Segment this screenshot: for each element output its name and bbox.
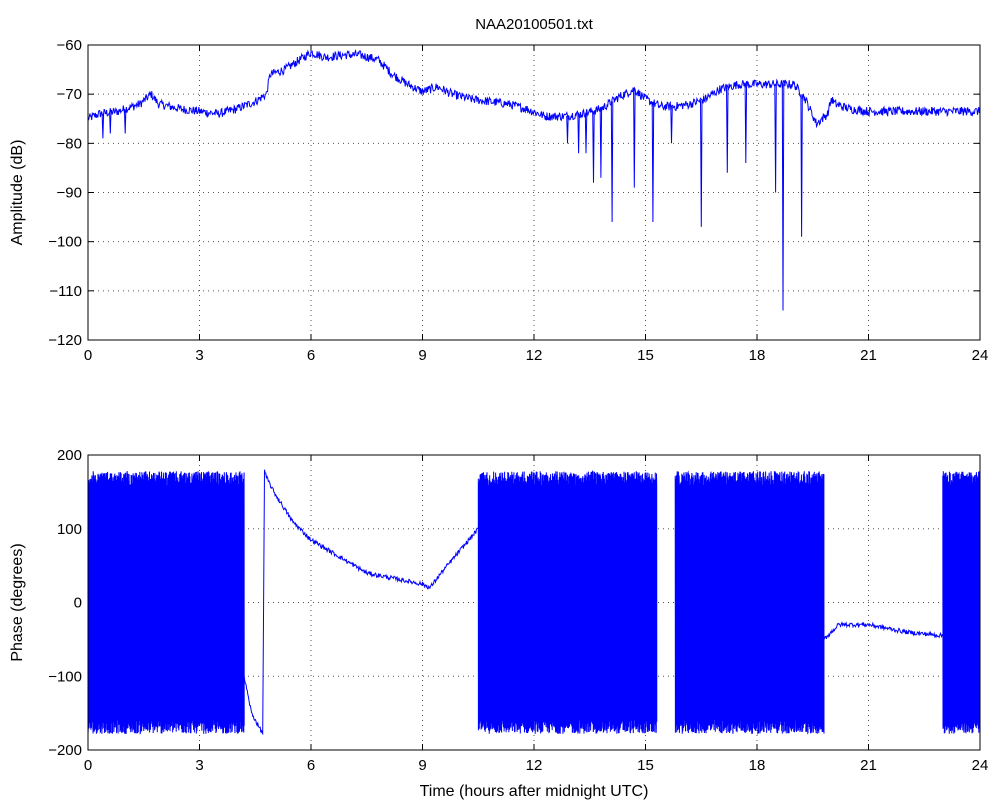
x-tick-label: 24 [972,757,989,774]
phase-wrap-segment [477,469,658,734]
x-tick-label: 12 [526,757,543,774]
y-tick-label: −100 [48,234,82,251]
y-axis-label: Phase (degrees) [9,543,26,661]
amplitude-spike [633,89,636,188]
amplitude-spike [566,115,569,144]
amplitude-spike [101,113,105,139]
x-tick-label: 12 [526,347,543,364]
data-layer [88,469,980,736]
phase-wrap-segment [88,470,245,735]
amplitude-spike [670,106,673,144]
y-tick-label: −200 [48,742,82,759]
x-tick-label: 18 [749,347,766,364]
amplitude-spike [577,114,580,154]
amplitude-spike [651,102,655,223]
axes-frame [87,454,981,751]
amplitude-spike [781,84,785,311]
y-tick-label: −90 [57,185,82,202]
x-tick-label: 0 [84,347,92,364]
y-tick-label: −110 [49,283,82,300]
y-tick-label: 0 [74,595,82,612]
amplitude-spike [610,101,614,223]
series-line [243,469,479,736]
x-tick-label: 6 [307,757,315,774]
amplitude-spike [592,110,595,183]
y-tick-label: 100 [57,521,82,538]
series-line [88,48,980,129]
y-tick-label: −80 [57,135,82,152]
phase-wrap-segment [942,471,980,734]
x-tick-label: 9 [418,347,426,364]
phase-wrap-segment [674,470,825,735]
amplitude-spike [584,112,588,154]
x-tick-label: 15 [637,757,654,774]
series-line [823,621,944,640]
chart-title: NAA20100501.txt [475,16,593,33]
y-tick-label: −60 [57,37,82,54]
x-axis-label: Time (hours after midnight UTC) [420,783,649,800]
x-tick-label: 24 [972,347,989,364]
amplitude-spike [744,84,748,164]
x-tick-label: 21 [860,757,877,774]
x-tick-label: 18 [749,757,766,774]
y-tick-label: −70 [57,86,82,103]
amplitude-panel: 0 3 6 9 12 15 18 21 24 −120 −110 −100 −90 −80 −70 −60 NA… [9,16,988,364]
x-tick-label: 9 [418,757,426,774]
x-tick-label: 3 [195,757,203,774]
amplitude-spike [700,100,703,227]
axes-frame [87,44,981,341]
amplitude-spike [800,94,803,237]
y-axis-label: Amplitude (dB) [9,140,26,246]
x-tick-label: 3 [195,347,203,364]
amplitude-spike [599,108,603,178]
x-tick-label: 21 [860,347,877,364]
amplitude-spike [123,108,127,134]
data-layer [88,48,980,311]
amplitude-spike [109,112,112,134]
y-tick-label: −120 [48,332,82,349]
amplitude-spike [774,84,777,193]
amplitude-spike [726,87,729,173]
x-tick-label: 15 [637,347,654,364]
y-tick-label: −100 [48,668,82,685]
x-tick-label: 0 [84,757,92,774]
y-tick-label: 200 [57,447,82,464]
phase-panel: 0 3 6 9 12 15 18 21 24 −200 −100 0 100 200 Time (hours… [9,447,988,800]
x-tick-label: 6 [307,347,315,364]
